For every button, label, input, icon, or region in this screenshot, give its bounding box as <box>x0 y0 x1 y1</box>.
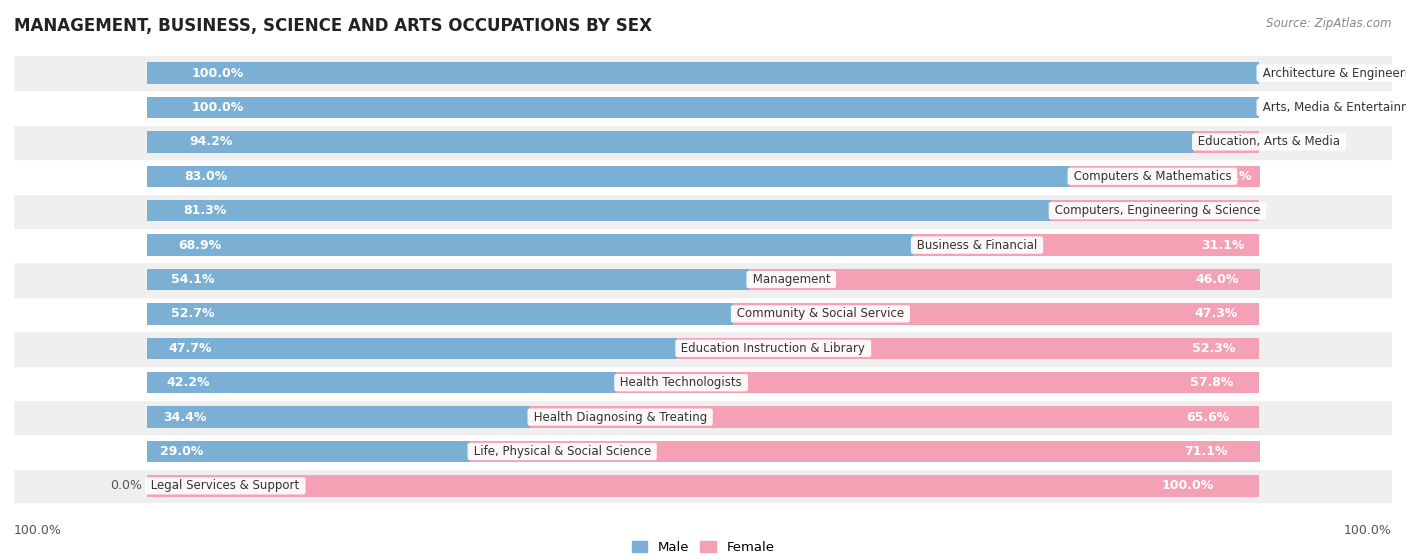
Bar <box>616 372 1258 394</box>
Text: Health Diagnosing & Treating: Health Diagnosing & Treating <box>530 411 710 424</box>
Text: 47.7%: 47.7% <box>169 342 212 355</box>
Bar <box>1070 165 1260 187</box>
Text: Community & Social Service: Community & Social Service <box>733 307 908 320</box>
Text: Source: ZipAtlas.com: Source: ZipAtlas.com <box>1267 17 1392 30</box>
Text: Legal Services & Support: Legal Services & Support <box>148 480 304 492</box>
Bar <box>14 91 1392 125</box>
Text: 5.8%: 5.8% <box>1264 135 1296 148</box>
Text: 81.3%: 81.3% <box>184 204 226 217</box>
Bar <box>14 331 1392 366</box>
Text: 0.0%: 0.0% <box>110 480 142 492</box>
Text: 100.0%: 100.0% <box>191 101 245 114</box>
Bar <box>148 303 733 325</box>
Text: 31.1%: 31.1% <box>1201 239 1244 252</box>
Bar <box>1050 200 1258 221</box>
Text: 94.2%: 94.2% <box>190 135 232 148</box>
Text: 42.2%: 42.2% <box>166 376 209 389</box>
Bar <box>14 262 1392 297</box>
Bar <box>148 406 530 428</box>
Bar <box>148 234 912 256</box>
Bar <box>14 434 1392 468</box>
Text: Life, Physical & Social Science: Life, Physical & Social Science <box>470 445 655 458</box>
Text: 47.3%: 47.3% <box>1194 307 1237 320</box>
Text: 46.0%: 46.0% <box>1197 273 1239 286</box>
Bar <box>530 406 1258 428</box>
Text: 100.0%: 100.0% <box>191 67 245 79</box>
Bar <box>148 475 1258 496</box>
Text: 18.7%: 18.7% <box>1206 204 1250 217</box>
Text: 57.8%: 57.8% <box>1189 376 1233 389</box>
Bar <box>148 338 678 359</box>
Bar <box>14 159 1392 193</box>
Bar <box>148 269 748 290</box>
Text: Education, Arts & Media: Education, Arts & Media <box>1194 135 1344 148</box>
Bar <box>14 297 1392 331</box>
Text: Management: Management <box>748 273 834 286</box>
Text: 52.7%: 52.7% <box>170 307 214 320</box>
Bar <box>470 441 1260 462</box>
Text: 83.0%: 83.0% <box>184 170 228 183</box>
Bar <box>14 366 1392 400</box>
Text: 54.1%: 54.1% <box>172 273 215 286</box>
Text: 100.0%: 100.0% <box>14 524 62 537</box>
Bar <box>148 165 1070 187</box>
Bar <box>748 269 1260 290</box>
Bar <box>14 56 1392 91</box>
Bar <box>733 303 1258 325</box>
Text: Business & Financial: Business & Financial <box>912 239 1040 252</box>
Text: 68.9%: 68.9% <box>179 239 221 252</box>
Bar <box>14 228 1392 262</box>
Bar <box>148 441 470 462</box>
Text: Computers & Mathematics: Computers & Mathematics <box>1070 170 1234 183</box>
Text: 0.0%: 0.0% <box>1264 67 1296 79</box>
Text: MANAGEMENT, BUSINESS, SCIENCE AND ARTS OCCUPATIONS BY SEX: MANAGEMENT, BUSINESS, SCIENCE AND ARTS O… <box>14 17 652 35</box>
Text: 52.3%: 52.3% <box>1192 342 1236 355</box>
Text: 34.4%: 34.4% <box>163 411 207 424</box>
Bar <box>14 125 1392 159</box>
Text: 100.0%: 100.0% <box>1344 524 1392 537</box>
Bar <box>14 468 1392 503</box>
Text: Health Technologists: Health Technologists <box>616 376 745 389</box>
Text: Arts, Media & Entertainment: Arts, Media & Entertainment <box>1258 101 1406 114</box>
Bar <box>148 200 1050 221</box>
Text: 65.6%: 65.6% <box>1187 411 1229 424</box>
Bar <box>148 97 1258 118</box>
Text: 71.1%: 71.1% <box>1185 445 1227 458</box>
Text: Architecture & Engineering: Architecture & Engineering <box>1258 67 1406 79</box>
Bar <box>148 63 1258 84</box>
Bar <box>148 372 616 394</box>
Text: Education Instruction & Library: Education Instruction & Library <box>678 342 869 355</box>
Bar <box>912 234 1258 256</box>
Legend: Male, Female: Male, Female <box>626 536 780 559</box>
Bar <box>148 131 1194 153</box>
Bar <box>678 338 1258 359</box>
Text: 0.0%: 0.0% <box>1264 101 1296 114</box>
Text: 29.0%: 29.0% <box>160 445 204 458</box>
Bar <box>1194 131 1258 153</box>
Text: 17.1%: 17.1% <box>1209 170 1253 183</box>
Text: Computers, Engineering & Science: Computers, Engineering & Science <box>1050 204 1264 217</box>
Bar <box>14 193 1392 228</box>
Bar <box>14 400 1392 434</box>
Text: 100.0%: 100.0% <box>1161 480 1215 492</box>
